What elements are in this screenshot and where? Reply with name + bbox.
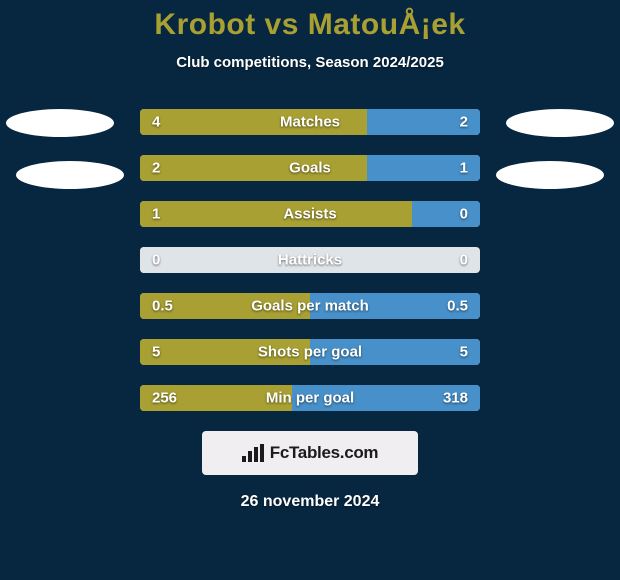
bar-track: 2 1 Goals: [140, 155, 480, 181]
metric-label: Hattricks: [278, 252, 342, 269]
bar-chart-icon: [242, 444, 264, 462]
metric-row: 0 0 Hattricks: [0, 247, 620, 273]
bar-track: 4 2 Matches: [140, 109, 480, 135]
value-left: 4: [152, 114, 160, 131]
value-right: 318: [443, 390, 468, 407]
metric-row: 0.5 0.5 Goals per match: [0, 293, 620, 319]
value-left: 0.5: [152, 298, 173, 315]
metric-label: Goals per match: [251, 298, 369, 315]
value-left: 2: [152, 160, 160, 177]
metric-row: 1 0 Assists: [0, 201, 620, 227]
metric-label: Matches: [280, 114, 340, 131]
page-title: Krobot vs MatouÅ¡ek: [0, 8, 620, 42]
value-left: 5: [152, 344, 160, 361]
metric-label: Min per goal: [266, 390, 354, 407]
chart-area: 42Matches21Goals10Assists00Hattricks0.50…: [0, 109, 620, 411]
date-text: 26 november 2024: [0, 493, 620, 511]
logo-box: FcTables.com: [202, 431, 418, 475]
value-right: 1: [460, 160, 468, 177]
bar-track: 5 5 Shots per goal: [140, 339, 480, 365]
bar-track: 1 0 Assists: [140, 201, 480, 227]
value-right: 0.5: [447, 298, 468, 315]
metric-row: 256 318 Min per goal: [0, 385, 620, 411]
page-subtitle: Club competitions, Season 2024/2025: [0, 54, 620, 71]
bar-track: 0 0 Hattricks: [140, 247, 480, 273]
bar-left: [140, 201, 412, 227]
metric-label: Goals: [289, 160, 331, 177]
metric-label: Shots per goal: [258, 344, 362, 361]
comparison-infographic: Krobot vs MatouÅ¡ek Club competitions, S…: [0, 0, 620, 580]
value-left: 0: [152, 252, 160, 269]
metric-label: Assists: [283, 206, 336, 223]
value-right: 2: [460, 114, 468, 131]
bar-track: 256 318 Min per goal: [140, 385, 480, 411]
metric-row: 4 2 Matches: [0, 109, 620, 135]
value-right: 5: [460, 344, 468, 361]
metric-row: 5 5 Shots per goal: [0, 339, 620, 365]
logo-text: FcTables.com: [270, 443, 379, 463]
bar-right: [412, 201, 480, 227]
value-right: 0: [460, 252, 468, 269]
bar-left: [140, 155, 367, 181]
metric-row: 2 1 Goals: [0, 155, 620, 181]
bar-track: 0.5 0.5 Goals per match: [140, 293, 480, 319]
value-left: 256: [152, 390, 177, 407]
value-right: 0: [460, 206, 468, 223]
value-left: 1: [152, 206, 160, 223]
